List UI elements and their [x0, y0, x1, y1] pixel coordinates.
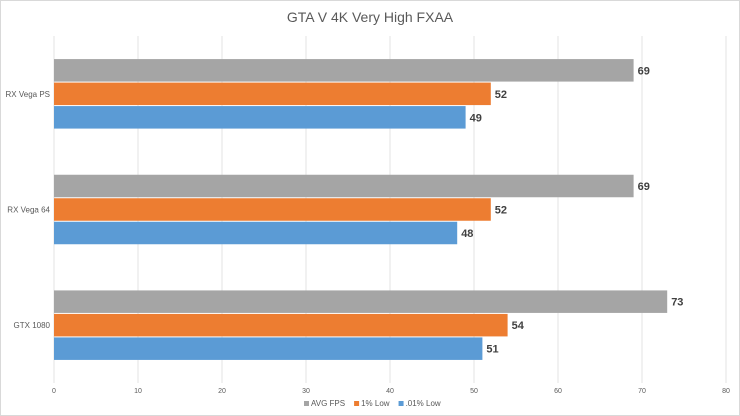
bar--01-low — [54, 337, 483, 360]
bar-avg-fps — [54, 59, 634, 82]
category-label: RX Vega 64 — [7, 206, 50, 215]
data-label: 54 — [512, 320, 525, 332]
data-label: 52 — [495, 205, 507, 217]
x-tick-label: 80 — [722, 388, 730, 395]
x-tick-label: 20 — [218, 388, 226, 395]
data-label: 69 — [638, 65, 650, 77]
x-tick-label: 10 — [134, 388, 142, 395]
bar-1-low — [54, 198, 491, 221]
data-label: 51 — [486, 344, 498, 356]
legend-swatch — [354, 401, 360, 406]
bar--01-low — [54, 106, 466, 129]
x-tick-label: 60 — [554, 388, 562, 395]
data-label: 49 — [470, 112, 482, 124]
bar-1-low — [54, 82, 491, 106]
category-label: GTX 1080 — [14, 321, 51, 330]
bar-avg-fps — [54, 174, 634, 198]
category-label: RX Vega PS — [6, 90, 50, 99]
data-label: 48 — [461, 228, 473, 240]
data-label: 73 — [671, 297, 683, 309]
legend-label: .01% Low — [406, 399, 441, 408]
x-tick-label: 0 — [52, 388, 56, 395]
x-tick-label: 40 — [386, 388, 394, 395]
x-tick-label: 70 — [638, 388, 646, 395]
bar-avg-fps — [54, 290, 668, 313]
legend-swatch — [304, 401, 309, 406]
data-label: 52 — [495, 89, 507, 101]
x-tick-label: 30 — [302, 388, 310, 395]
legend-label: AVG FPS — [311, 399, 345, 408]
chart-title: GTA V 4K Very High FXAA — [287, 9, 454, 25]
bar-1-low — [54, 313, 508, 337]
x-tick-label: 50 — [470, 388, 478, 395]
legend-swatch — [398, 401, 404, 406]
legend-label: 1% Low — [361, 399, 390, 408]
data-label: 69 — [638, 181, 650, 193]
bar--01-low — [54, 221, 458, 245]
